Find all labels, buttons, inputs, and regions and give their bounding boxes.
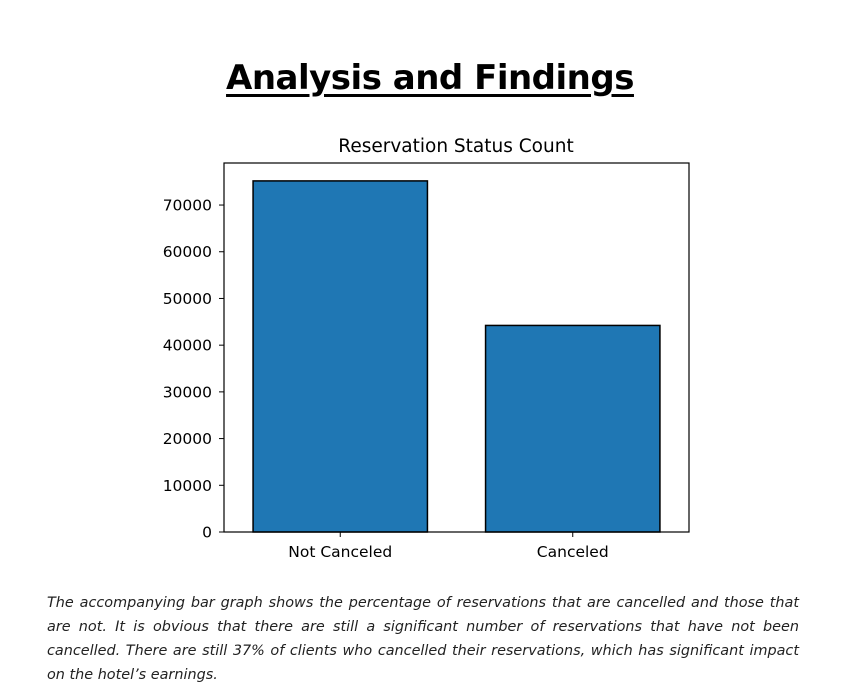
y-tick-label: 50000 <box>163 290 212 308</box>
axes-frame <box>223 162 690 533</box>
y-tick-label: 10000 <box>163 477 212 495</box>
chart-title: Reservation Status Count <box>338 136 573 157</box>
x-tick-label: Not Canceled <box>288 543 392 561</box>
y-tick-label: 0 <box>202 524 212 542</box>
bar-not-canceled <box>252 180 429 533</box>
bar-chart-svg: Reservation Status Count 0 10000 20000 3000… <box>163 136 690 561</box>
y-tick-label: 30000 <box>163 383 212 401</box>
reservation-status-chart: Reservation Status Count 0 10000 20000 3000… <box>140 128 710 568</box>
y-tick-label: 70000 <box>163 197 212 215</box>
x-tick-label: Canceled <box>537 543 609 561</box>
plot-area: 0 10000 20000 30000 40000 50000 60000 70000 Not … <box>163 180 661 561</box>
page-title: Analysis and Findings <box>226 58 634 98</box>
y-tick-label: 60000 <box>163 243 212 261</box>
bar-canceled <box>484 324 661 533</box>
y-tick-label: 20000 <box>163 430 212 448</box>
y-tick-label: 40000 <box>163 337 212 355</box>
chart-description: The accompanying bar graph shows the per… <box>47 595 799 683</box>
